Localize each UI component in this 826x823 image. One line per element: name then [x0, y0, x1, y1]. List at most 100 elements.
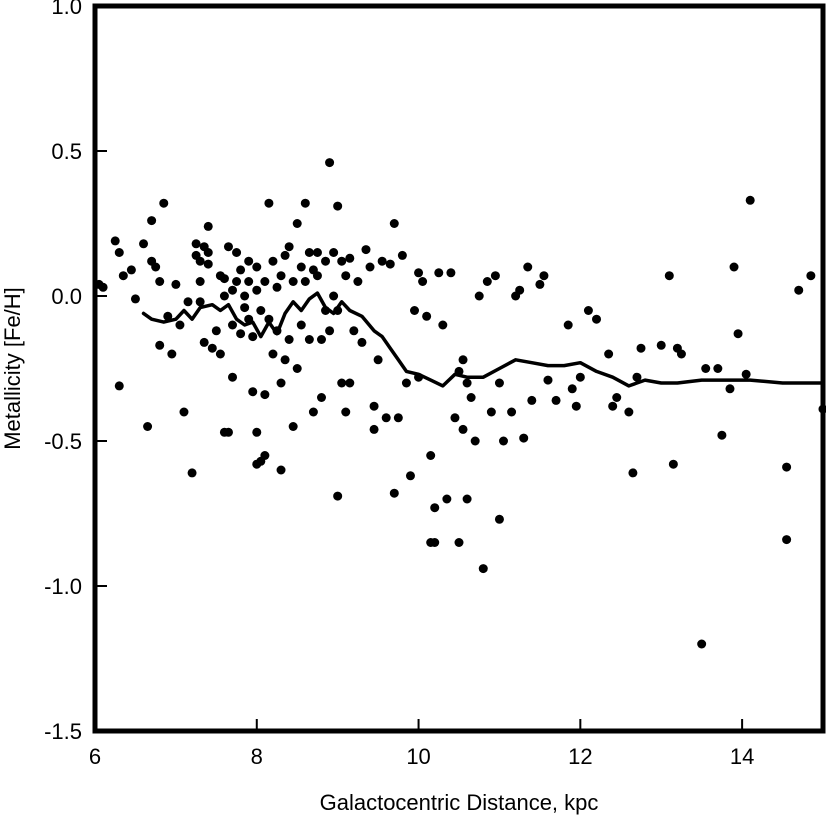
scatter-point: [450, 413, 460, 423]
scatter-point: [228, 285, 238, 295]
scatter-point: [608, 401, 618, 411]
scatter-point: [636, 343, 646, 353]
scatter-point: [401, 378, 411, 388]
scatter-point: [458, 355, 468, 365]
scatter-point: [143, 422, 153, 431]
scatter-point: [325, 158, 335, 168]
x-tick-label: 14: [730, 744, 754, 769]
scatter-point: [583, 306, 593, 315]
scatter-point: [426, 451, 436, 460]
scatter-point: [466, 393, 476, 402]
scatter-point: [260, 451, 270, 460]
scatter-point: [494, 378, 504, 388]
scatter-point: [333, 201, 343, 211]
scatter-point: [782, 535, 792, 545]
scatter-point: [353, 277, 363, 286]
scatter-point: [462, 378, 472, 388]
scatter-point: [482, 277, 492, 286]
scatter-point: [130, 294, 140, 304]
scatter-point: [361, 245, 371, 255]
scatter-point: [701, 364, 711, 373]
scatter-point: [612, 393, 622, 402]
scatter-point: [207, 343, 217, 353]
scatter-point: [199, 337, 209, 347]
scatter-point: [592, 314, 602, 324]
scatter-point: [543, 375, 553, 385]
scatter-point: [438, 320, 448, 330]
scatter-point: [300, 198, 310, 208]
scatter-point: [292, 364, 302, 373]
scatter-point: [304, 335, 314, 344]
scatter-point: [312, 248, 322, 257]
scatter-point: [195, 277, 205, 286]
scatter-point: [369, 424, 379, 434]
scatter-point: [628, 468, 638, 478]
scatter-point: [341, 271, 351, 281]
scatter-point: [806, 271, 816, 281]
scatter-point: [498, 436, 508, 446]
scatter-point: [272, 282, 282, 292]
scatter-point: [729, 262, 739, 272]
scatter-point: [195, 297, 205, 307]
scatter-point: [414, 268, 424, 278]
scatter-point: [478, 564, 488, 574]
scatter-point: [240, 291, 250, 301]
x-tick-label: 10: [406, 744, 430, 769]
scatter-point: [215, 349, 225, 359]
scatter-point: [794, 285, 804, 295]
scatter-point: [175, 320, 185, 330]
scatter-point: [110, 236, 120, 246]
scatter-point: [523, 262, 533, 272]
scatter-point: [284, 335, 294, 344]
scatter-point: [248, 387, 258, 397]
scatter-point: [223, 242, 233, 252]
scatter-point: [151, 262, 161, 272]
y-tick-label: -1.5: [44, 719, 82, 744]
scatter-point: [256, 306, 266, 315]
scatter-point: [470, 436, 480, 446]
y-tick-label: 1.0: [51, 0, 82, 19]
scatter-point: [260, 277, 270, 286]
scatter-point: [341, 407, 351, 417]
scatter-point: [155, 340, 165, 350]
scatter-point: [385, 259, 395, 269]
scatter-point: [575, 372, 585, 382]
scatter-point: [697, 639, 707, 649]
scatter-point: [203, 221, 213, 231]
y-tick-label: -1.0: [44, 574, 82, 599]
scatter-point: [187, 468, 197, 478]
scatter-point: [329, 291, 339, 301]
scatter-point: [494, 514, 504, 524]
tick-labels: 6 8 10 12 14 1.0 0.5 0.0 -0.5 -1.0 -1.5: [44, 0, 754, 769]
scatter-point: [268, 349, 278, 359]
scatter-point: [183, 297, 193, 307]
scatter-point: [535, 279, 545, 289]
scatter-point: [276, 465, 286, 475]
scatter-point: [219, 291, 229, 301]
scatter-point: [369, 401, 379, 411]
scatter-point: [349, 326, 359, 336]
scatter-point: [280, 250, 290, 260]
scatter-point: [365, 262, 375, 272]
scatter-point: [434, 268, 444, 278]
scatter-point: [373, 355, 383, 365]
scatter-point: [490, 271, 500, 281]
tick-marks: [94, 5, 744, 732]
scatter-point: [604, 349, 614, 359]
scatter-point: [422, 311, 432, 321]
scatter-point: [333, 491, 343, 501]
scatter-point: [551, 395, 561, 405]
scatter-point: [126, 265, 136, 275]
scatter-point: [329, 248, 339, 257]
scatter-point: [264, 198, 274, 208]
scatter-point: [345, 378, 355, 388]
scatter-point: [147, 216, 157, 226]
scatter-point: [312, 271, 322, 281]
scatter-point: [507, 407, 517, 417]
scatter-point: [248, 332, 258, 342]
scatter-point: [280, 355, 290, 365]
scatter-point: [284, 242, 294, 252]
scatter-point: [139, 239, 149, 249]
